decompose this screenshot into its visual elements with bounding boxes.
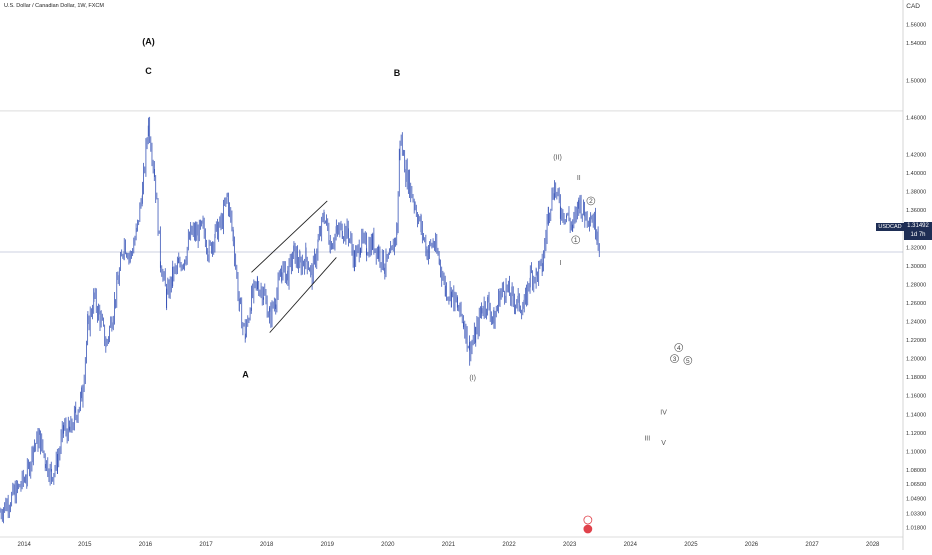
y-tick-label: 1.50000 — [906, 78, 926, 84]
wave-label: 3 — [673, 356, 677, 363]
wave-label-circle — [586, 196, 596, 206]
y-tick-label: 1.12000 — [906, 431, 926, 437]
x-tick-label: 2027 — [805, 542, 819, 548]
y-tick-label: 1.30000 — [906, 264, 926, 270]
symbol-header: U.S. Dollar / Canadian Dollar, 1W, FXCM — [4, 3, 104, 9]
wave-label: A — [242, 369, 249, 379]
wave-label: 4 — [677, 345, 681, 352]
wave-label-circle — [571, 235, 581, 245]
x-tick-label: 2021 — [442, 542, 456, 548]
x-tick-label: 2016 — [139, 542, 153, 548]
x-tick-label: 2014 — [18, 542, 32, 548]
price-tag: 1.31492 1d 7h — [904, 222, 932, 240]
y-tick-label: 1.28000 — [906, 282, 926, 288]
channel-line — [251, 200, 328, 273]
event-marker-icon — [583, 515, 593, 525]
wave-label: II — [577, 175, 581, 182]
y-tick-label: 1.36000 — [906, 208, 926, 214]
y-tick-label: 1.40000 — [906, 171, 926, 177]
wave-label: 2 — [589, 198, 593, 205]
y-tick-label: 1.08000 — [906, 468, 926, 474]
y-tick-label: 1.26000 — [906, 301, 926, 307]
wave-label: (I) — [469, 375, 476, 382]
y-tick-label: 1.46000 — [906, 115, 926, 121]
wave-label: III — [644, 435, 650, 442]
x-tick-label: 2025 — [684, 542, 698, 548]
y-tick-label: 1.20000 — [906, 357, 926, 363]
y-tick-label: 1.38000 — [906, 190, 926, 196]
x-tick-label: 2020 — [381, 542, 395, 548]
channel-line — [269, 257, 337, 333]
wave-label-circle — [670, 354, 679, 363]
wave-label: V — [661, 440, 666, 447]
wave-label-circle — [674, 343, 684, 352]
y-tick-label: 1.54000 — [906, 41, 926, 47]
event-marker-icon — [583, 524, 593, 534]
symbol-price-tag: USDCAD — [876, 223, 904, 231]
x-tick-label: 2022 — [502, 542, 516, 548]
y-tick-label: 1.42000 — [906, 153, 926, 159]
wave-label: 5 — [686, 358, 690, 365]
y-tick-label: 1.56000 — [906, 23, 926, 29]
wave-label: C — [145, 66, 152, 76]
y-tick-label: 1.18000 — [906, 375, 926, 381]
wave-label-circle — [683, 356, 693, 365]
y-tick-label: 1.32000 — [906, 245, 926, 251]
wave-label: I — [560, 260, 562, 267]
x-tick-label: 2018 — [260, 542, 274, 548]
y-tick-label: 1.24000 — [906, 319, 926, 325]
y-tick-label: 1.01800 — [906, 525, 926, 531]
wave-label: (A) — [142, 36, 155, 46]
y-tick-label: 1.06500 — [906, 482, 926, 488]
bar-timer: 1d 7h — [910, 232, 926, 238]
x-tick-label: 2017 — [199, 542, 213, 548]
x-tick-label: 2015 — [78, 542, 92, 548]
y-tick-label: 1.03300 — [906, 512, 926, 518]
y-tick-label: 1.16000 — [906, 394, 926, 400]
wave-label: (II) — [553, 154, 562, 161]
x-tick-label: 2023 — [563, 542, 577, 548]
wave-label: IV — [660, 409, 667, 416]
currency-label: CAD — [906, 3, 920, 10]
x-tick-label: 2026 — [745, 542, 759, 548]
wave-label: B — [394, 68, 401, 78]
current-price: 1.31492 — [907, 223, 929, 229]
x-tick-label: 2024 — [624, 542, 638, 548]
x-tick-label: 2028 — [866, 542, 880, 548]
wave-label: 1 — [574, 237, 578, 244]
y-tick-label: 1.22000 — [906, 338, 926, 344]
y-tick-label: 1.04900 — [906, 497, 926, 503]
y-tick-label: 1.14000 — [906, 412, 926, 418]
y-tick-label: 1.10000 — [906, 449, 926, 455]
x-tick-label: 2019 — [321, 542, 335, 548]
